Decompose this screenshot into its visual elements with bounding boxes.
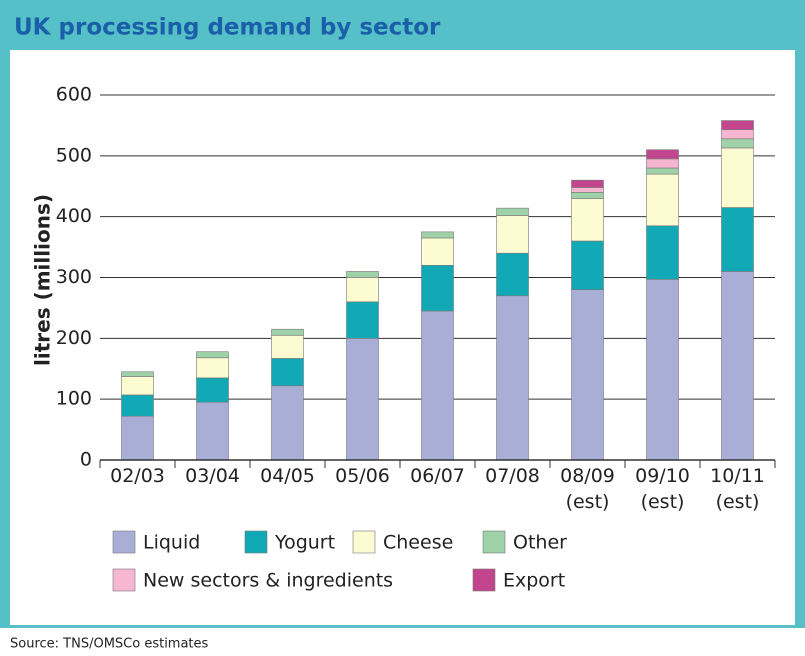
bar-segment [121,376,154,396]
bar-segment [346,301,379,339]
legend-label: Other [513,532,567,554]
bar-segment [571,240,604,290]
bar-segment [121,371,154,377]
bar-segment [721,120,754,130]
bar-segment [571,289,604,461]
bar-segment [271,385,304,461]
x-tick-label: 07/08 [485,465,540,487]
bar-segment [346,271,379,278]
bar-segment [571,192,604,199]
bar-segment [646,158,679,169]
y-tick-label: 300 [56,266,92,288]
x-tick-label: 09/10 (est) [635,465,690,513]
y-tick-label: 400 [56,205,92,227]
legend-swatch [472,568,496,592]
x-tick-label: 04/05 [260,465,315,487]
legend-label: Yogurt [274,532,335,554]
bar-segment [346,338,379,461]
bar-segment [646,167,679,175]
bar-segment [421,310,454,461]
bar-segment [421,237,454,266]
legend-swatch [352,530,376,554]
legend-label: Cheese [383,532,453,554]
x-tick-label: 02/03 [110,465,165,487]
legend-swatch [482,530,506,554]
bar-segment [421,231,454,239]
source: Source: TNS/OMSCo estimates [10,637,209,652]
bar-segment [646,173,679,227]
bar-segment [496,207,529,216]
y-tick-label: 500 [56,144,92,166]
bar-segment [346,277,379,303]
bar-segment [421,265,454,312]
bar-segment [271,358,304,387]
chart-title: UK processing demand by sector [14,15,441,41]
bar-segment [646,225,679,280]
bar-segment [496,252,529,297]
x-tick-label: 05/06 [335,465,390,487]
bar-segment [571,187,604,193]
bar-segment [721,271,754,461]
y-tick-label: 600 [56,84,92,106]
bar-segment [571,198,604,242]
bar-segment [196,377,229,403]
x-tick-label: 03/04 [185,465,240,487]
bar-segment [121,415,154,461]
bar-segment [496,215,529,254]
y-tick-label: 200 [56,327,92,349]
bar-segment [721,147,754,208]
legend-swatch [112,568,136,592]
x-tick-label: 10/11 (est) [710,465,765,513]
bar-segment [271,334,304,359]
y-tick-label: 0 [80,449,92,471]
legend-label: New sectors & ingredients [143,570,393,592]
bar-segment [196,401,229,461]
x-tick-label: 08/09 (est) [560,465,615,513]
legend-label: Liquid [143,532,200,554]
bar-segment [646,149,679,160]
bar-segment [721,138,754,149]
legend-swatch [112,530,136,554]
bar-segment [496,295,529,461]
y-tick-label: 100 [56,388,92,410]
bar-segment [721,129,754,140]
y-axis-label: litres (millions) [31,194,55,366]
bar-segment [196,351,229,359]
bar-segment [571,179,604,188]
bar-segment [646,279,679,461]
bar-segment [196,357,229,379]
legend-swatch [244,530,268,554]
legend-label: Export [503,570,565,592]
bar-segment [121,394,154,417]
bar-segment [721,207,754,272]
x-tick-label: 06/07 [410,465,465,487]
bar-segment [271,328,304,336]
